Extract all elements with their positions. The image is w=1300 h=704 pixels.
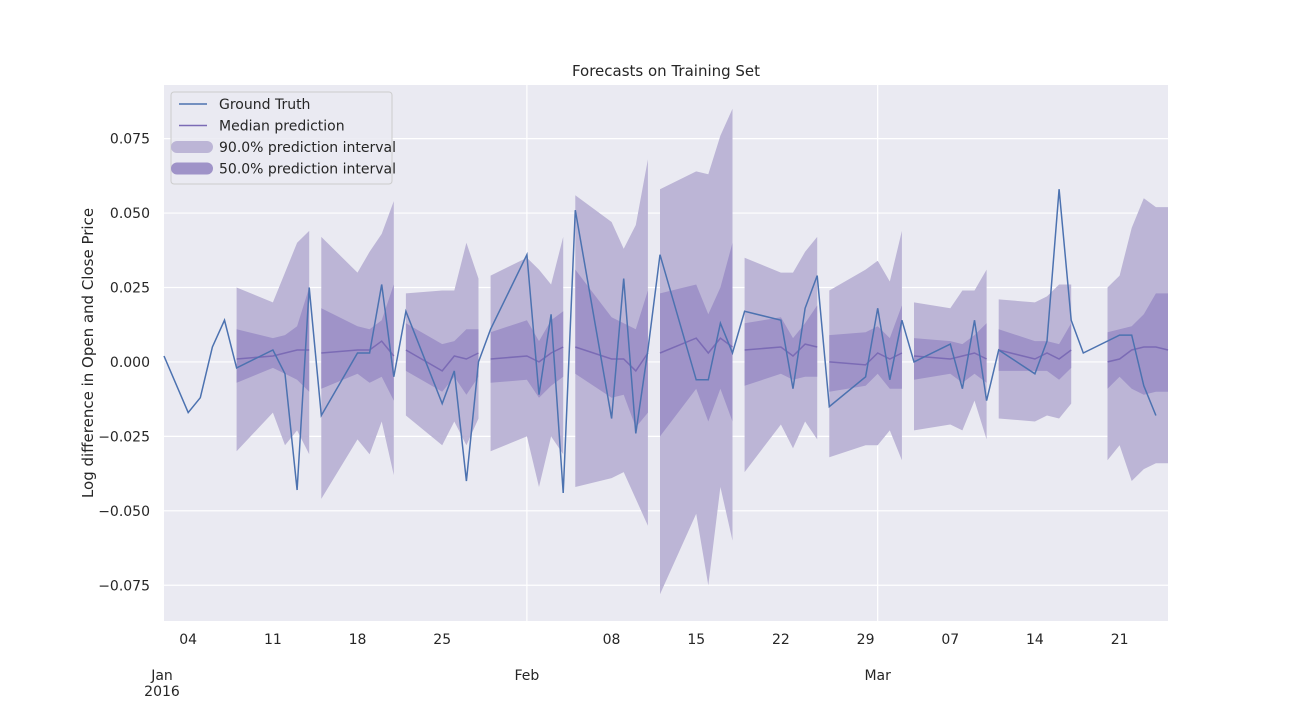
legend-label: Median prediction [219, 119, 345, 135]
band-50-area [914, 323, 987, 383]
y-axis-label: Log difference in Open and Close Price [79, 208, 97, 498]
median-line [236, 349, 310, 360]
legend-label: Ground Truth [219, 97, 310, 113]
x-tick-label: 18 [349, 632, 367, 648]
x-tick-label: 07 [941, 632, 959, 648]
median-line [998, 349, 1072, 360]
band-50-area [405, 323, 479, 395]
y-tick-label: −0.025 [98, 429, 150, 445]
median-line [913, 352, 987, 360]
x-major-tick-label: Feb [514, 668, 539, 684]
band-50-layer [236, 242, 1168, 437]
y-tick-label: 0.000 [110, 355, 150, 371]
legend-band-swatch [171, 162, 213, 175]
x-tick-label: 14 [1026, 632, 1044, 648]
x-tick-label: 29 [857, 632, 875, 648]
median-line [1107, 346, 1169, 363]
ground-truth-layer [163, 189, 1157, 494]
median-line [744, 343, 818, 357]
chart-title: Forecasts on Training Set [572, 62, 760, 80]
band-50-area [236, 287, 310, 392]
x-tick-label: 04 [179, 632, 197, 648]
median-line [575, 346, 649, 373]
x-major-tick-label: Mar [864, 668, 891, 684]
y-tick-label: 0.075 [110, 132, 150, 148]
x-tick-label: 21 [1111, 632, 1129, 648]
median-line [659, 337, 733, 355]
band-50-area [490, 311, 564, 398]
legend: Ground Truth Median prediction 90.0% predi… [170, 91, 396, 185]
y-tick-label: −0.075 [98, 578, 150, 594]
band-50-area [575, 269, 648, 428]
x-tick-label: 22 [772, 632, 790, 648]
x-tick-label: 25 [433, 632, 451, 648]
legend-band-swatch [171, 141, 213, 153]
band-50-area [829, 305, 902, 392]
band-50-area [660, 242, 733, 437]
band-50-area [1107, 293, 1168, 395]
y-tick-label: 0.050 [110, 206, 150, 222]
legend-box [170, 91, 393, 185]
ground-truth-line [163, 189, 1157, 494]
x-major-tick-label: Jan [150, 668, 173, 684]
band-50-area [321, 284, 394, 401]
band-90-area [405, 242, 479, 446]
band-50-area [998, 323, 1072, 380]
median-line [490, 346, 564, 363]
median-line [405, 349, 479, 372]
x-tick-label: 11 [264, 632, 282, 648]
legend-label: 50.0% prediction interval [219, 162, 396, 178]
legend-entries: Ground Truth Median prediction 90.0% predi… [171, 97, 396, 178]
y-tick-label: −0.050 [98, 504, 150, 520]
band-50-area [744, 305, 818, 386]
x-major-tick-label: 2016 [144, 684, 180, 700]
y-tick-label: 0.025 [110, 280, 150, 296]
legend-label: 90.0% prediction interval [219, 140, 396, 156]
y-tick-labels: −0.075 −0.050 −0.025 0.000 0.025 0.050 0.075 [98, 132, 150, 595]
x-tick-label: 08 [603, 632, 621, 648]
x-tick-label: 15 [687, 632, 705, 648]
